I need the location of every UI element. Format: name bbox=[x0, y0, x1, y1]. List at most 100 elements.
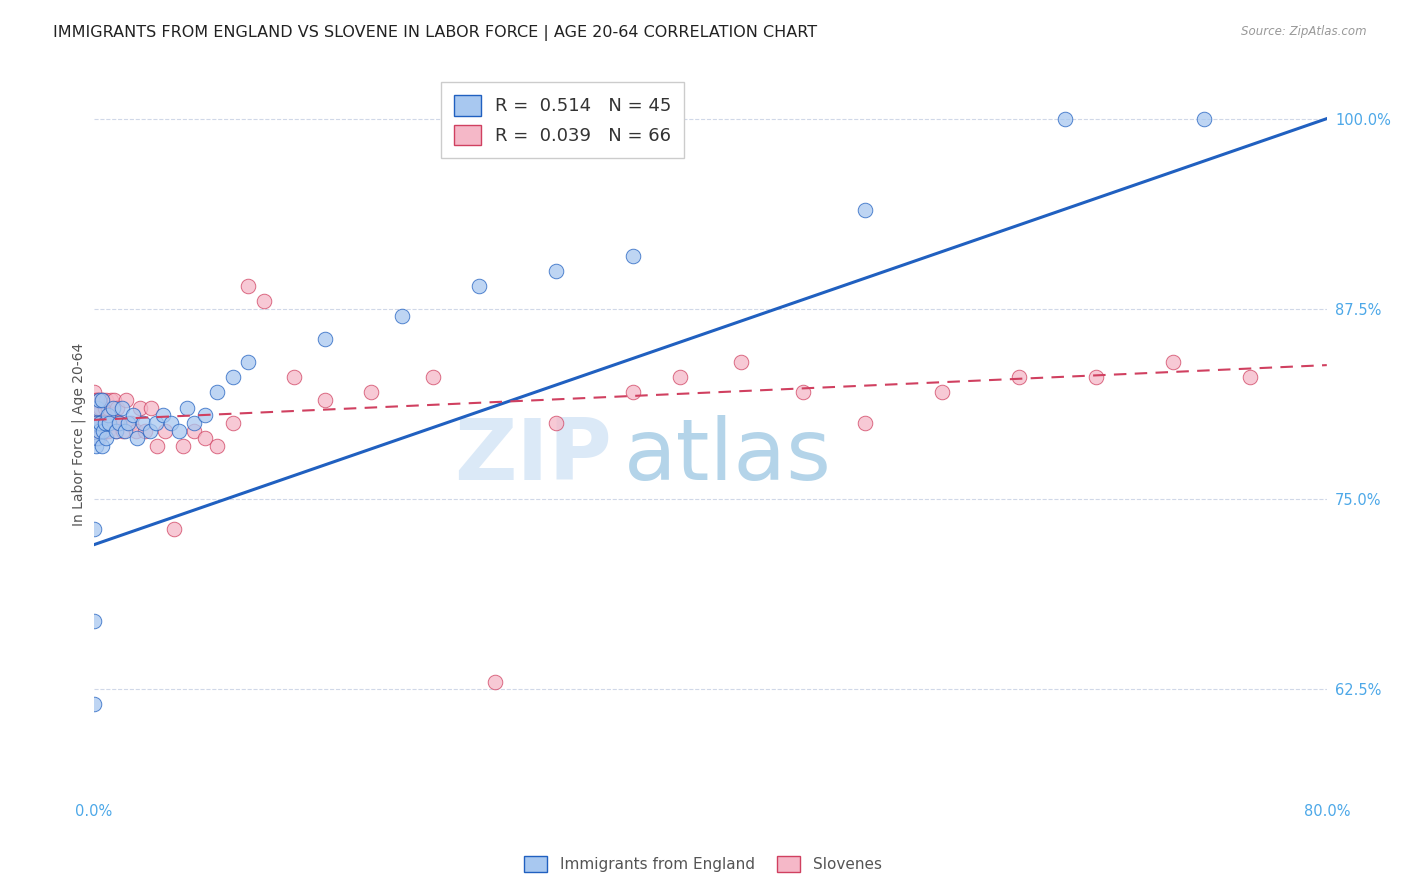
Point bbox=[160, 416, 183, 430]
Text: atlas: atlas bbox=[624, 415, 832, 498]
Point bbox=[96, 416, 118, 430]
Point bbox=[132, 416, 155, 430]
Point bbox=[86, 409, 108, 423]
Text: ZIP: ZIP bbox=[454, 415, 612, 498]
Point bbox=[91, 424, 114, 438]
Point bbox=[83, 523, 105, 537]
Point bbox=[314, 393, 336, 408]
Point bbox=[183, 416, 205, 430]
Point bbox=[121, 409, 143, 423]
Point bbox=[84, 431, 107, 445]
Point bbox=[86, 393, 108, 408]
Point bbox=[96, 393, 118, 408]
Point bbox=[172, 439, 194, 453]
Point bbox=[87, 424, 110, 438]
Point bbox=[621, 385, 644, 400]
Point bbox=[84, 416, 107, 430]
Point bbox=[1084, 370, 1107, 384]
Point bbox=[86, 431, 108, 445]
Point bbox=[167, 424, 190, 438]
Point bbox=[94, 416, 117, 430]
Point bbox=[792, 385, 814, 400]
Point bbox=[90, 393, 112, 408]
Point bbox=[152, 409, 174, 423]
Point bbox=[546, 416, 568, 430]
Point bbox=[110, 416, 132, 430]
Point bbox=[89, 401, 111, 415]
Point bbox=[97, 401, 120, 415]
Point bbox=[194, 409, 217, 423]
Point bbox=[111, 401, 134, 415]
Point bbox=[87, 393, 110, 408]
Point bbox=[104, 424, 127, 438]
Point bbox=[97, 409, 120, 423]
Point bbox=[86, 401, 108, 415]
Point bbox=[97, 424, 120, 438]
Point bbox=[314, 332, 336, 346]
Point bbox=[360, 385, 382, 400]
Point bbox=[422, 370, 444, 384]
Point bbox=[1007, 370, 1029, 384]
Point bbox=[853, 416, 876, 430]
Point bbox=[853, 202, 876, 217]
Point bbox=[1192, 112, 1215, 126]
Point bbox=[100, 393, 122, 408]
Point bbox=[468, 279, 491, 293]
Point bbox=[146, 439, 169, 453]
Point bbox=[90, 439, 112, 453]
Point bbox=[90, 393, 112, 408]
Point bbox=[87, 431, 110, 445]
Point bbox=[89, 424, 111, 438]
Legend: Immigrants from England, Slovenes: Immigrants from England, Slovenes bbox=[517, 848, 889, 880]
Text: Source: ZipAtlas.com: Source: ZipAtlas.com bbox=[1241, 25, 1367, 38]
Point bbox=[120, 416, 142, 430]
Point bbox=[91, 416, 114, 430]
Point bbox=[83, 698, 105, 712]
Point bbox=[90, 424, 112, 438]
Point bbox=[84, 393, 107, 408]
Point bbox=[207, 385, 229, 400]
Point bbox=[668, 370, 690, 384]
Point bbox=[84, 416, 107, 430]
Point bbox=[89, 416, 111, 430]
Point bbox=[138, 424, 160, 438]
Point bbox=[101, 401, 124, 415]
Point bbox=[105, 401, 128, 415]
Point bbox=[101, 416, 124, 430]
Point bbox=[87, 393, 110, 408]
Point bbox=[127, 431, 149, 445]
Point bbox=[87, 416, 110, 430]
Point bbox=[98, 416, 121, 430]
Y-axis label: In Labor Force | Age 20-64: In Labor Force | Age 20-64 bbox=[72, 343, 86, 526]
Point bbox=[94, 424, 117, 438]
Point bbox=[83, 614, 105, 628]
Point bbox=[91, 393, 114, 408]
Point bbox=[621, 249, 644, 263]
Point bbox=[163, 523, 186, 537]
Point bbox=[83, 385, 105, 400]
Point bbox=[134, 424, 156, 438]
Point bbox=[94, 401, 117, 415]
Point bbox=[83, 401, 105, 415]
Point bbox=[222, 416, 245, 430]
Point bbox=[238, 355, 260, 369]
Point bbox=[730, 355, 752, 369]
Point bbox=[1239, 370, 1261, 384]
Point bbox=[84, 439, 107, 453]
Point bbox=[103, 393, 125, 408]
Point bbox=[83, 424, 105, 438]
Point bbox=[1053, 112, 1076, 126]
Point bbox=[112, 424, 135, 438]
Point bbox=[176, 401, 198, 415]
Point bbox=[139, 401, 162, 415]
Point bbox=[107, 416, 129, 430]
Point bbox=[283, 370, 305, 384]
Point bbox=[391, 310, 413, 324]
Point bbox=[86, 424, 108, 438]
Point bbox=[104, 424, 127, 438]
Point bbox=[83, 393, 105, 408]
Point bbox=[114, 424, 136, 438]
Point bbox=[153, 424, 176, 438]
Point bbox=[252, 294, 274, 309]
Point bbox=[931, 385, 953, 400]
